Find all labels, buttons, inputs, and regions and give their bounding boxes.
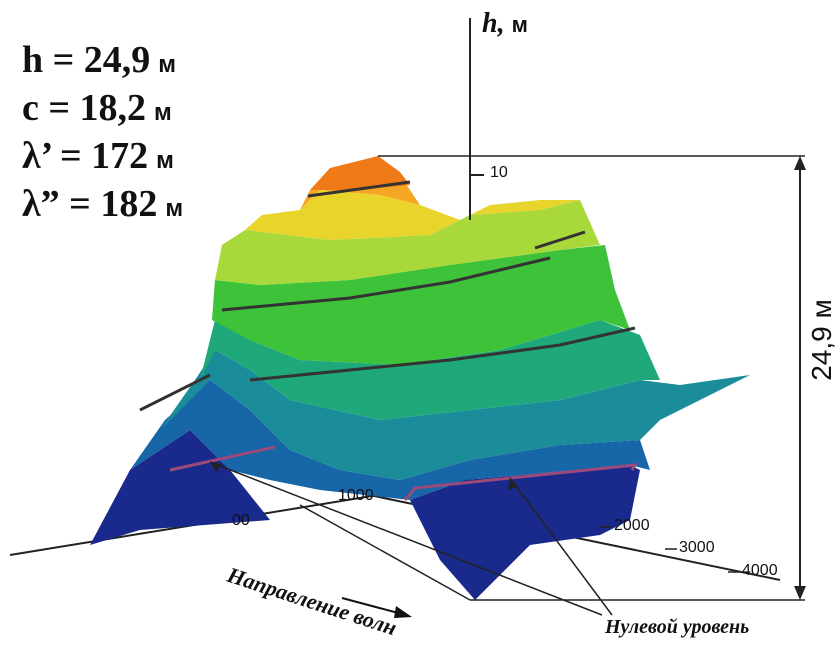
param-wavelength-2-text: λ” = 182 (22, 183, 158, 225)
param-wavelength-1-text: λ’ = 172 (22, 135, 149, 177)
axis-label-3000: 3000 (679, 539, 715, 556)
param-wavelength-1: λ’ = 172 м (22, 134, 174, 178)
contour-line-1 (307, 180, 411, 198)
surface-navy-right (410, 465, 640, 600)
param-height-text: h = 24,9 (22, 39, 151, 81)
surface-navy-left (90, 430, 270, 545)
dimension-arrowhead-bottom (794, 586, 806, 600)
surface-teal (160, 350, 750, 480)
zero-pointer-arrowhead-right (508, 478, 518, 490)
param-wavelength-1-unit: м (156, 147, 174, 174)
ground-line-front (299, 504, 471, 601)
wave-direction-arrow (341, 597, 403, 615)
surface-yellow (245, 190, 580, 240)
zero-pointer-left (209, 461, 603, 616)
surface-peak (310, 156, 410, 190)
contour-line-2 (534, 230, 586, 250)
surface-green (212, 245, 630, 365)
param-celerity: c = 18,2 м (22, 86, 172, 130)
param-wavelength-2-unit: м (165, 195, 184, 222)
param-height-unit: м (158, 51, 177, 78)
vertical-axis-title: h, м (482, 8, 528, 40)
contour-line-5 (139, 373, 211, 412)
axis-label-partial: 00 (232, 512, 250, 529)
surface-seagreen (200, 320, 660, 420)
wave-direction-arrowhead (394, 606, 412, 618)
zero-level-line (169, 445, 638, 501)
axis-label-1000: 1000 (338, 487, 374, 504)
surface-lightgreen (215, 200, 600, 285)
axis-label-10: 10 (490, 164, 508, 181)
vertical-axis-title-text: h, (482, 8, 505, 39)
vertical-axis-title-unit: м (511, 12, 528, 37)
axis-label-2000: 2000 (614, 517, 650, 534)
dimension-arrowhead-top (794, 156, 806, 170)
param-wavelength-2: λ” = 182 м (22, 182, 183, 226)
zero-pointer-arrowhead-left (210, 462, 222, 472)
contour-line-4 (249, 326, 636, 382)
axis-label-4000: 4000 (742, 562, 778, 579)
height-dimension-label: 24,9 м (806, 299, 837, 381)
zero-level-label: Нулевой уровень (605, 616, 750, 638)
surface-blue (130, 380, 650, 500)
param-celerity-text: c = 18,2 (22, 87, 147, 129)
zero-pointer-right (509, 477, 613, 616)
contour-line-3 (221, 256, 551, 312)
param-height: h = 24,9 м (22, 38, 176, 82)
param-celerity-unit: м (154, 99, 172, 126)
